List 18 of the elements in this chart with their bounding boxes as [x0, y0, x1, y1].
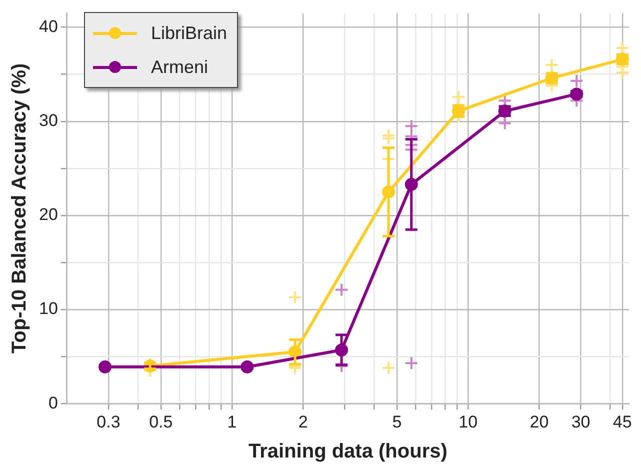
x-tick-label: 30 — [571, 412, 590, 432]
x-tick-label: 10 — [458, 412, 478, 432]
y-tick-label: 10 — [38, 299, 58, 318]
x-tick-label: 45 — [612, 412, 632, 432]
legend-label: LibriBrain — [151, 22, 228, 44]
y-axis-title: Top-10 Balanced Accuracy (%) — [8, 63, 31, 354]
x-tick-label: 2 — [298, 412, 308, 432]
y-tick-label: 20 — [38, 205, 58, 224]
x-tick-label: 1 — [227, 412, 237, 432]
x-tick-label: 0.3 — [96, 412, 120, 432]
y-tick-label: 40 — [38, 17, 58, 36]
y-tick-label: 30 — [38, 111, 58, 130]
x-tick-label: 5 — [392, 412, 402, 432]
x-axis-title: Training data (hours) — [248, 440, 448, 463]
x-tick-label: 0.5 — [149, 412, 173, 432]
legend-label: Armeni — [151, 56, 208, 78]
y-tick-label: 0 — [48, 393, 58, 412]
x-tick-label: 20 — [530, 412, 549, 432]
